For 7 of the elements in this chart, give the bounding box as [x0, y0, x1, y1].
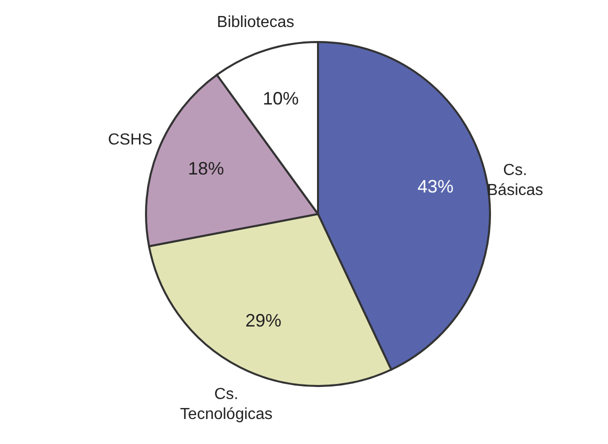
- data-label: 29%: [245, 310, 282, 330]
- data-label: 10%: [262, 88, 299, 108]
- data-label: 18%: [188, 158, 224, 179]
- slice-label: CSHS: [108, 132, 152, 149]
- slice-label: Bibliotecas: [216, 14, 294, 31]
- slice-label: Cs. Tecnológicas: [180, 386, 273, 423]
- data-label: 43%: [417, 176, 454, 197]
